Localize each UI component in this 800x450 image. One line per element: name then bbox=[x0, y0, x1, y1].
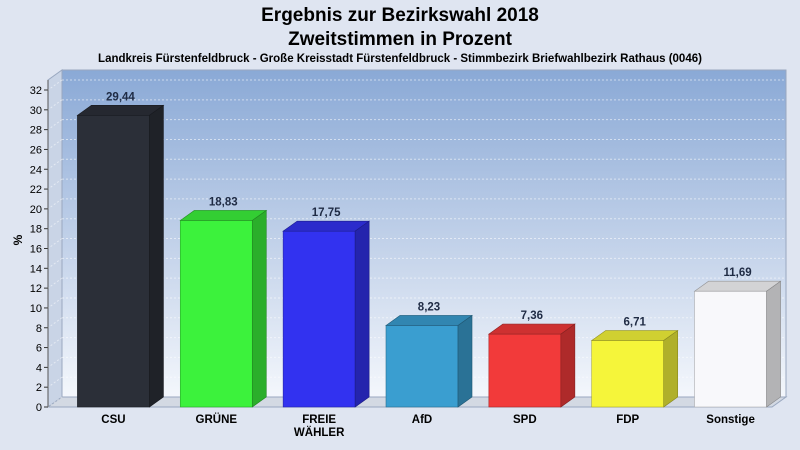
y-tick-label: 2 bbox=[36, 382, 42, 394]
x-category-label: GRÜNE bbox=[196, 413, 238, 426]
bar-side bbox=[251, 209, 267, 408]
y-tick-label: 6 bbox=[36, 343, 42, 355]
gridline-side bbox=[47, 99, 63, 111]
gridline-side bbox=[47, 257, 63, 269]
gridline-side bbox=[47, 238, 63, 249]
y-tick-label: 28 bbox=[30, 125, 42, 137]
y-tick-label: 22 bbox=[30, 184, 42, 196]
gridline-side bbox=[47, 317, 63, 329]
y-tick-label: 24 bbox=[30, 164, 42, 176]
bar-top bbox=[76, 105, 165, 116]
bar-side bbox=[560, 323, 576, 408]
x-category-label: FREIE bbox=[302, 414, 336, 426]
bar-side bbox=[354, 220, 370, 408]
y-tick-label: 26 bbox=[30, 144, 42, 156]
gridline-side bbox=[47, 277, 63, 289]
bar-front bbox=[591, 340, 665, 408]
gridline-side bbox=[47, 139, 63, 150]
y-tick-label: 0 bbox=[36, 402, 42, 414]
y-axis-label: % bbox=[11, 234, 25, 245]
y-tick-label: 20 bbox=[30, 204, 42, 216]
bar-top bbox=[487, 323, 576, 335]
y-tick-label: 32 bbox=[30, 85, 42, 97]
gridline-side bbox=[47, 356, 63, 368]
bar-top bbox=[590, 330, 679, 341]
gridline-side bbox=[47, 396, 63, 408]
bar-front bbox=[179, 220, 253, 408]
bar-value-label: 7,36 bbox=[521, 310, 543, 322]
bar-top bbox=[179, 210, 268, 221]
bar-value-label: 17,75 bbox=[312, 207, 341, 219]
bar-top bbox=[385, 315, 473, 326]
chart-region-subtitle: Landkreis Fürstenfeldbruck - Große Kreis… bbox=[98, 53, 702, 65]
bar-top bbox=[693, 280, 782, 292]
bar-front bbox=[77, 115, 150, 408]
x-category-label: AfD bbox=[412, 414, 432, 426]
bar-front bbox=[488, 333, 562, 408]
bar-value-label: 8,23 bbox=[418, 301, 440, 313]
gridline-side bbox=[47, 337, 63, 348]
x-category-label: SPD bbox=[513, 414, 537, 426]
bar-side bbox=[457, 314, 473, 408]
y-tick-label: 10 bbox=[30, 303, 42, 315]
bar-value-label: 11,69 bbox=[723, 267, 751, 279]
y-tick-label: 12 bbox=[30, 283, 42, 295]
y-tick-label: 14 bbox=[30, 263, 42, 275]
y-tick-label: 4 bbox=[36, 362, 42, 374]
chart-title: Ergebnis zur Bezirkswahl 2018 bbox=[261, 5, 539, 26]
x-category-label: Sonstige bbox=[706, 414, 755, 426]
gridline-side bbox=[47, 198, 63, 210]
chart-subtitle-title: Zweitstimmen in Prozent bbox=[288, 29, 512, 50]
plot-side-wall bbox=[47, 69, 63, 408]
bar-front bbox=[694, 290, 767, 408]
gridline-side bbox=[47, 218, 63, 230]
x-category-label: WÄHLER bbox=[294, 426, 345, 439]
gridline-side bbox=[47, 297, 63, 309]
gridline-side bbox=[47, 79, 63, 91]
bar-side bbox=[149, 104, 164, 408]
x-category-label: CSU bbox=[101, 414, 125, 426]
bar-side bbox=[766, 280, 781, 408]
bar-value-label: 6,71 bbox=[624, 317, 647, 329]
bar-value-label: 29,44 bbox=[106, 91, 135, 103]
gridline-side bbox=[47, 119, 63, 131]
bar-front bbox=[282, 230, 356, 408]
gridline-side bbox=[47, 178, 63, 190]
y-tick-label: 16 bbox=[30, 244, 42, 256]
y-tick-label: 30 bbox=[30, 105, 42, 117]
y-tick-label: 8 bbox=[36, 323, 42, 335]
bar-side bbox=[663, 329, 679, 408]
gridline-side bbox=[47, 158, 63, 170]
bar-front bbox=[385, 325, 459, 408]
gridline-side bbox=[47, 376, 63, 388]
bar-top bbox=[282, 220, 371, 232]
y-tick-label: 18 bbox=[30, 224, 42, 236]
x-category-label: FDP bbox=[616, 414, 639, 426]
bar-value-label: 18,83 bbox=[209, 196, 238, 208]
